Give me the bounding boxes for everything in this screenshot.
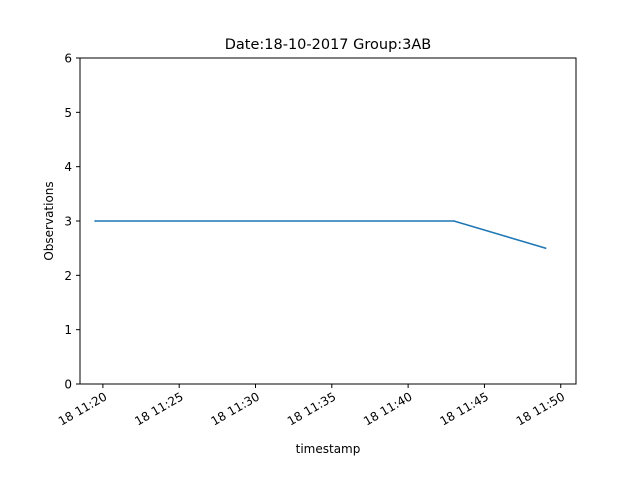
- y-tick-label: 3: [64, 215, 72, 229]
- data-point: [544, 247, 547, 249]
- y-axis: 0 1 2 3 4 5 6: [64, 52, 80, 392]
- y-tick-label: 6: [64, 52, 72, 66]
- y-tick-label: 4: [64, 160, 72, 174]
- y-axis-label: Observations: [42, 181, 56, 260]
- data-point: [94, 220, 97, 222]
- y-tick-label: 2: [64, 269, 72, 283]
- y-tick-label: 0: [64, 378, 72, 392]
- data-point: [453, 220, 455, 222]
- x-axis-label: timestamp: [296, 442, 361, 456]
- plot-area: [94, 220, 547, 250]
- y-tick-label: 1: [64, 323, 72, 337]
- chart-title: Date:18-10-2017 Group:3AB: [225, 37, 432, 53]
- y-tick-label: 5: [64, 106, 72, 120]
